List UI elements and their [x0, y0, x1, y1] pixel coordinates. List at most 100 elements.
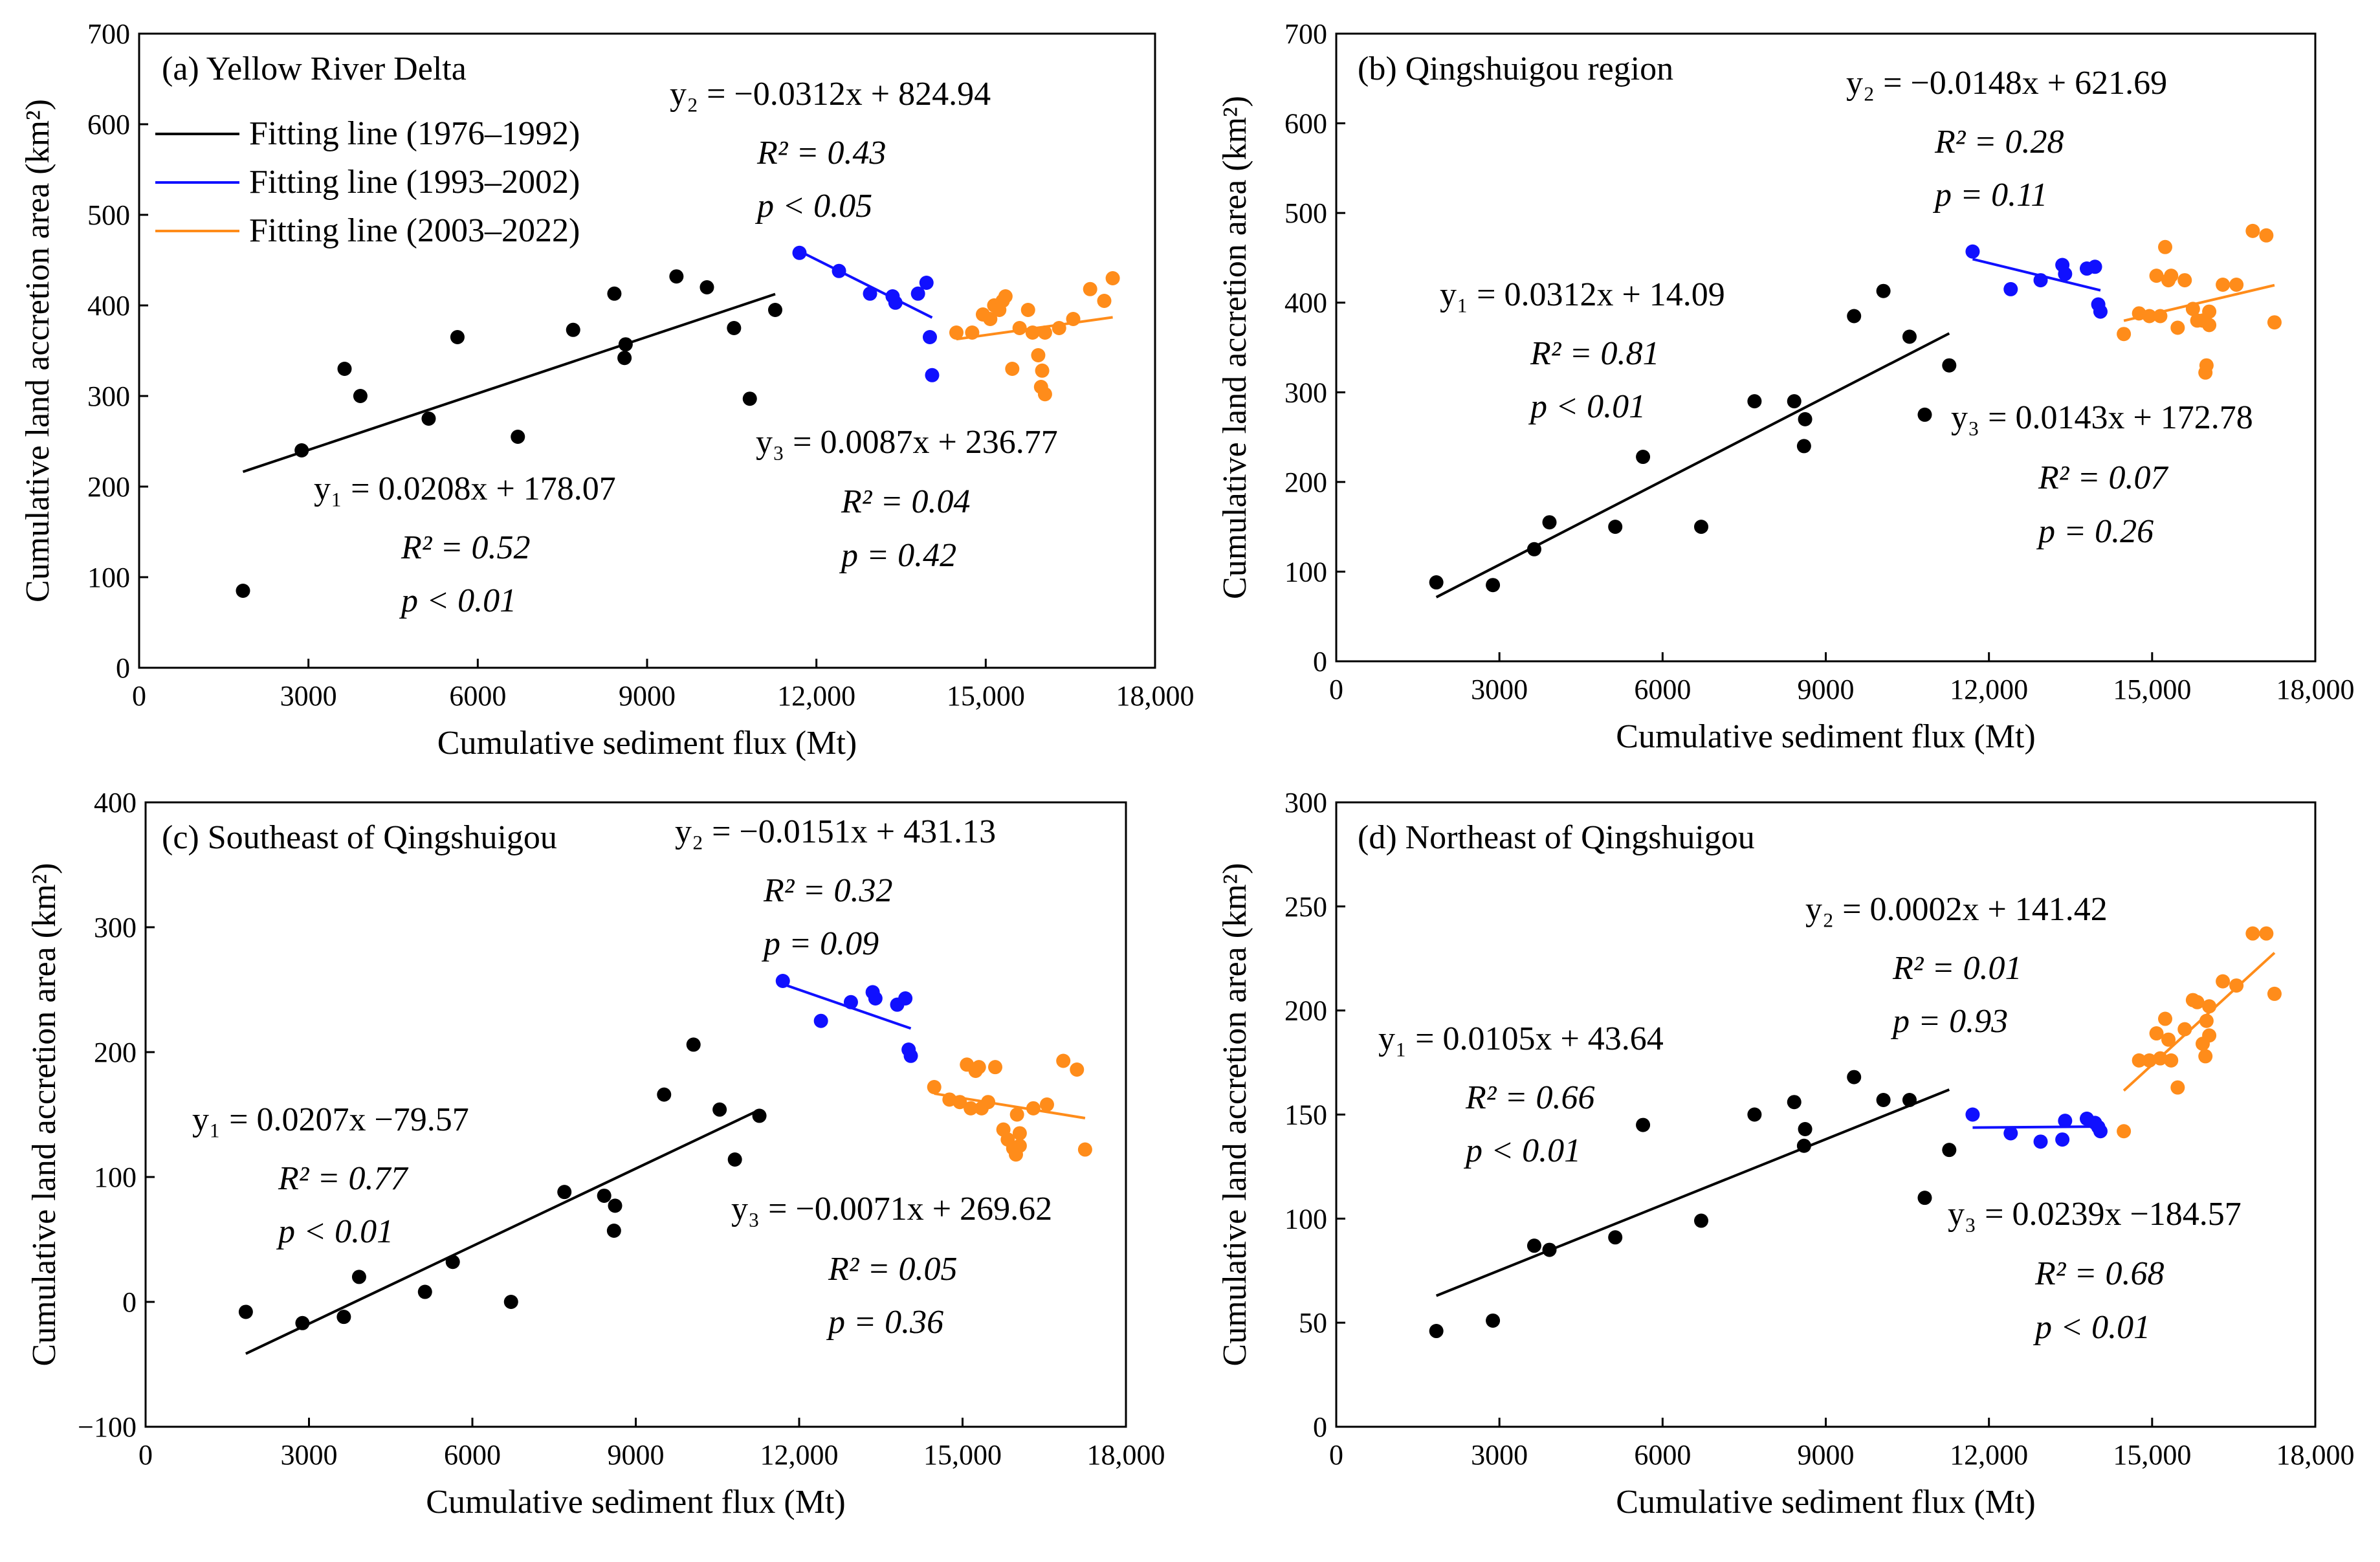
fit-equation: y₂ = 0.0002x + 141.42 — [1805, 891, 2108, 928]
fit-p-value: p = 0.26 — [2036, 513, 2154, 550]
data-point-3 — [2259, 926, 2274, 941]
plot-frame — [1335, 32, 2317, 663]
fit-equation: y₁ = 0.0207x −79.57 — [192, 1101, 469, 1138]
data-point-1 — [1876, 1092, 1891, 1107]
data-point-3 — [1070, 1062, 1085, 1077]
data-point-1 — [1798, 1122, 1813, 1137]
fit-p-value: p < 0.01 — [276, 1213, 393, 1250]
x-tick-label: 0 — [132, 680, 146, 712]
data-point-1 — [669, 269, 684, 284]
data-point-1 — [417, 1284, 432, 1299]
fit-line-1 — [1435, 332, 1950, 599]
data-point-3 — [2245, 223, 2260, 238]
x-tick-label: 15,000 — [947, 680, 1025, 712]
fit-p-value: p < 0.01 — [2033, 1309, 2150, 1346]
data-point-1 — [1694, 1213, 1709, 1228]
data-point-3 — [2202, 304, 2217, 319]
data-point-3 — [1005, 362, 1020, 376]
data-point-2 — [1965, 1107, 1980, 1122]
x-axis-title: Cumulative sediment flux (Mt) — [1616, 718, 2035, 755]
x-tick-label: 6000 — [449, 680, 506, 712]
panel-title: (d) Northeast of Qingshuigou — [1358, 819, 1755, 856]
fit-p-value: p = 0.09 — [761, 925, 879, 962]
fit-r-squared: R² = 0.81 — [1530, 335, 1659, 372]
fit-line-2 — [782, 983, 912, 1030]
x-tick-label: 15,000 — [2113, 674, 2191, 705]
data-point-3 — [1077, 1142, 1092, 1157]
y-tick-label: 300 — [94, 912, 137, 943]
fit-equation: y₂ = −0.0151x + 431.13 — [675, 813, 996, 850]
data-point-1 — [1486, 578, 1501, 593]
data-point-1 — [1917, 407, 1932, 422]
y-axis-title: Cumulative land accretion area (km²) — [1217, 96, 1253, 599]
data-point-3 — [1037, 387, 1052, 402]
data-point-2 — [868, 991, 883, 1006]
data-point-1 — [1636, 1117, 1651, 1132]
y-axis-title: Cumulative land accretion area (km²) — [19, 99, 56, 602]
fit-p-value: p < 0.01 — [1528, 388, 1646, 425]
y-tick-label: 400 — [87, 290, 130, 322]
data-point-1 — [727, 1152, 742, 1167]
y-tick-label: 300 — [1284, 787, 1327, 819]
data-point-1 — [557, 1185, 572, 1200]
x-tick-label: 6000 — [1634, 674, 1691, 705]
y-tick-label: 600 — [1284, 108, 1327, 140]
y-axis-title: Cumulative land accretion area (km²) — [26, 863, 63, 1367]
panel-d: 0 3000 6000 9000 12,000 15,000 18,000 0 50 100 150… — [1217, 787, 2355, 1521]
data-point-3 — [2161, 1032, 2176, 1047]
fit-p-value: p = 0.36 — [826, 1304, 943, 1341]
data-point-1 — [1608, 1230, 1623, 1245]
panel-title: (a) Yellow River Delta — [162, 50, 467, 87]
x-tick-label: 15,000 — [923, 1439, 1002, 1471]
y-tick-label: 0 — [1313, 1411, 1327, 1443]
data-point-3 — [2259, 228, 2274, 243]
fit-r-squared: R² = 0.32 — [763, 872, 892, 909]
data-point-1 — [503, 1295, 518, 1309]
x-tick-label: 12,000 — [1950, 1439, 2028, 1471]
panel-b: 0 3000 6000 9000 12,000 15,000 18,000 0 100 200 30… — [1217, 18, 2355, 755]
data-point-1 — [1917, 1191, 1932, 1205]
data-point-3 — [2164, 269, 2179, 283]
data-point-1 — [1694, 520, 1709, 534]
data-point-3 — [2245, 926, 2260, 941]
x-tick-label: 9000 — [1798, 674, 1855, 705]
fit-line-3 — [956, 316, 1113, 341]
data-point-1 — [1847, 1070, 1862, 1084]
data-point-2 — [919, 276, 934, 290]
data-point-2 — [2093, 304, 2108, 319]
x-axis-title: Cumulative sediment flux (Mt) — [437, 725, 857, 762]
fit-r-squared: R² = 0.28 — [1934, 124, 2064, 160]
data-point-1 — [238, 1304, 253, 1319]
data-point-1 — [1542, 515, 1557, 530]
data-point-3 — [2190, 995, 2205, 1009]
fit-r-squared: R² = 0.05 — [828, 1251, 957, 1288]
y-tick-label: 200 — [1284, 995, 1327, 1027]
panel-a: 0 3000 6000 9000 12,000 15,000 18,000 0 100 200 30… — [19, 18, 1195, 762]
data-point-2 — [903, 1048, 918, 1063]
data-point-1 — [712, 1102, 727, 1117]
data-point-3 — [2216, 974, 2231, 989]
fit-p-value: p < 0.05 — [755, 188, 872, 225]
data-point-3 — [2202, 318, 2217, 333]
data-point-3 — [971, 1060, 986, 1075]
data-point-1 — [295, 1315, 310, 1330]
y-tick-label: 300 — [1284, 377, 1327, 408]
x-tick-label: 18,000 — [1116, 680, 1195, 712]
x-tick-label: 0 — [138, 1439, 153, 1471]
x-axis-title: Cumulative sediment flux (Mt) — [426, 1484, 845, 1521]
y-tick-label: 50 — [1299, 1307, 1327, 1339]
data-point-1 — [617, 351, 632, 366]
data-point-1 — [1787, 394, 1802, 409]
y-tick-label: 400 — [1284, 287, 1327, 319]
data-point-3 — [1097, 294, 1112, 308]
data-point-3 — [2149, 1026, 2164, 1041]
fit-line-3 — [2122, 952, 2276, 1092]
data-point-3 — [983, 312, 998, 326]
data-point-3 — [1020, 303, 1035, 317]
fit-line-2 — [799, 250, 933, 319]
data-point-3 — [949, 325, 964, 340]
legend: Fitting line (1976–1992) Fitting line (19… — [155, 115, 580, 249]
data-point-2 — [2003, 1126, 2018, 1141]
data-point-2 — [898, 991, 913, 1006]
